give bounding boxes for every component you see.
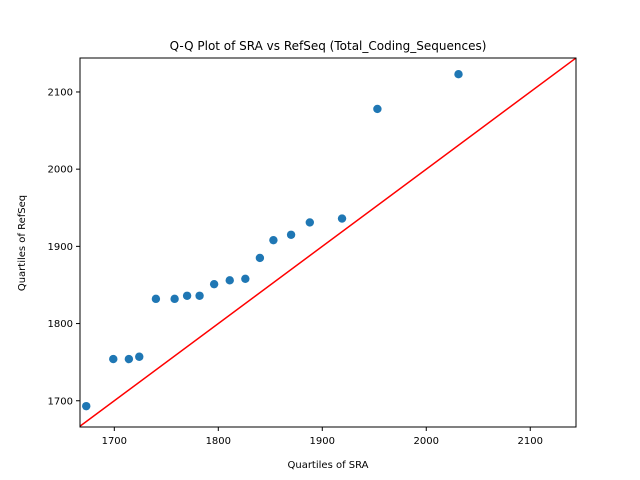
data-point	[305, 218, 315, 227]
data-point	[269, 235, 278, 245]
data-point	[241, 274, 250, 283]
data-point	[195, 291, 204, 300]
y-tick-label: 1800	[48, 319, 73, 330]
x-axis-ticks: 1700 1800 1900 2000 2100	[102, 427, 543, 447]
x-axis-label: Quartiles of SRA	[287, 460, 368, 471]
data-point	[182, 291, 192, 300]
data-point	[255, 253, 265, 263]
x-tick-label: 2000	[414, 436, 439, 447]
y-tick-label: 1700	[48, 396, 73, 407]
axes-frame	[79, 57, 577, 428]
y-axis-ticks: 1700 1800 1900 2000 2100	[48, 87, 80, 407]
y-tick-label: 1900	[48, 242, 73, 253]
data-point	[124, 354, 134, 364]
data-point	[170, 294, 179, 304]
data-point	[337, 214, 347, 223]
data-point	[286, 230, 296, 239]
x-tick-label: 1700	[102, 436, 127, 447]
reference-line	[80, 58, 576, 427]
x-tick-label: 1800	[206, 436, 231, 447]
data-point	[135, 352, 144, 361]
data-point	[209, 279, 219, 289]
data-point	[109, 354, 118, 364]
y-tick-label: 2100	[48, 87, 73, 98]
data-point	[82, 401, 91, 411]
y-tick-label: 2000	[48, 165, 73, 176]
data-point	[454, 70, 463, 79]
reference-line-group	[80, 58, 576, 427]
x-tick-label: 2100	[518, 436, 543, 447]
chart-title: Q-Q Plot of SRA vs RefSeq (Total_Coding_…	[170, 39, 487, 53]
data-point	[151, 294, 161, 304]
data-point	[373, 104, 382, 114]
x-tick-label: 1900	[310, 436, 335, 447]
y-axis-label: Quartiles of RefSeq	[17, 195, 28, 291]
data-point	[225, 276, 234, 285]
data-points	[82, 70, 463, 411]
